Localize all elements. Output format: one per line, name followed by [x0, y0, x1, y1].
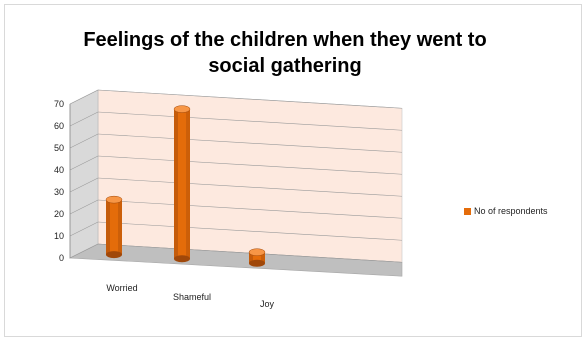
y-tick-label: 0	[59, 253, 64, 263]
gridline	[97, 221, 403, 241]
gridline-side	[69, 111, 99, 127]
legend-swatch	[464, 207, 471, 215]
back-wall	[97, 89, 403, 263]
bar-shade	[249, 252, 253, 264]
bar-bottom	[174, 255, 190, 263]
y-tick-label: 30	[54, 187, 64, 197]
gridline	[97, 89, 403, 109]
gridline-side	[69, 221, 99, 237]
bar-bottom	[249, 259, 265, 267]
bar-shade	[118, 199, 122, 255]
gridline-side	[69, 177, 99, 193]
legend: No of respondents	[464, 206, 548, 216]
gridline	[97, 199, 403, 219]
bar	[106, 199, 122, 255]
y-tick-label: 10	[54, 231, 64, 241]
bar-shade	[106, 199, 110, 255]
x-tick-label: Joy	[260, 299, 275, 309]
gridline	[97, 111, 403, 131]
y-tick-label: 50	[54, 143, 64, 153]
bar-shade	[186, 109, 190, 259]
y-tick-label: 40	[54, 165, 64, 175]
gridline-side	[69, 243, 99, 259]
chart-title-line-2: social gathering	[208, 55, 362, 77]
gridline-side	[69, 133, 99, 149]
y-tick-label: 70	[54, 99, 64, 109]
bar-shade	[261, 252, 265, 264]
gridline-side	[69, 89, 99, 105]
bar-top	[248, 248, 266, 256]
gridline	[97, 155, 403, 175]
side-wall	[69, 89, 99, 259]
gridline	[97, 177, 403, 197]
bar-bottom	[106, 251, 122, 259]
bar-shade	[174, 109, 178, 259]
bar	[174, 109, 190, 259]
legend-label: No of respondents	[474, 206, 548, 216]
bar-top	[173, 105, 191, 113]
y-tick-label: 20	[54, 209, 64, 219]
bar-top	[105, 195, 123, 204]
y-tick-label: 60	[54, 121, 64, 131]
bar	[249, 252, 265, 264]
gridline-side	[69, 155, 99, 171]
chart-title-line-1: Feelings of the children when they went …	[83, 29, 487, 51]
gridline-side	[69, 199, 99, 215]
x-tick-label: Shameful	[173, 292, 211, 302]
chart-title: Feelings of the children when they went …	[45, 27, 525, 79]
x-tick-label: Worried	[106, 283, 137, 293]
gridline	[97, 133, 403, 153]
